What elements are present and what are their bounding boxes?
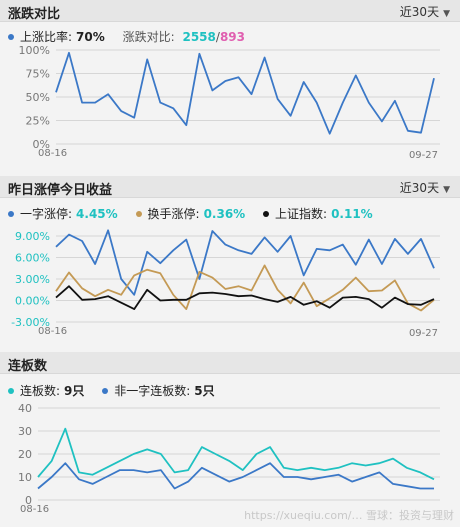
panel3-header: 连板数 xyxy=(0,352,460,374)
y-tick-label: 10 xyxy=(18,471,32,484)
legend-value: 9只 xyxy=(64,384,85,398)
series-dot-icon xyxy=(263,210,270,217)
legend-up-count: 2558 xyxy=(182,30,216,44)
legend-item-updown: 涨跌对比: 2558/893 xyxy=(123,28,245,45)
series-line xyxy=(37,427,435,481)
panel2-title: 昨日涨停今日收益 xyxy=(8,183,113,198)
series-line xyxy=(55,285,435,310)
x-tick-label: 09-27 xyxy=(409,328,438,339)
panel3-legend: 连板数: 9只 非一字连板数: 5只 xyxy=(8,382,229,399)
legend-down-count: 893 xyxy=(219,30,245,44)
chevron-down-icon: ▼ xyxy=(443,185,450,195)
chevron-down-icon: ▼ xyxy=(443,9,450,19)
y-tick-label: 50% xyxy=(26,91,50,104)
x-tick-label: 08-16 xyxy=(20,504,49,515)
panel1-range-label: 近30天 xyxy=(399,5,440,19)
y-tick-label: 9.00% xyxy=(15,230,50,243)
y-tick-label: 30 xyxy=(18,425,32,438)
legend-item-feiyizi: 非一字连板数: 5只 xyxy=(102,382,215,399)
legend-label: 非一字连板数: xyxy=(114,384,191,398)
series-line xyxy=(55,51,435,135)
x-tick-label: 08-16 xyxy=(38,326,67,337)
legend-label: 连板数: xyxy=(20,384,61,398)
panel2-range-label: 近30天 xyxy=(399,181,440,195)
series-line xyxy=(55,229,435,296)
legend-item-lianban: 连板数: 9只 xyxy=(8,382,84,399)
panel1-title: 涨跌对比 xyxy=(8,7,61,22)
y-tick-label: 0.00% xyxy=(15,295,50,308)
legend-value: 5只 xyxy=(194,384,215,398)
series-dot-icon xyxy=(8,210,14,217)
legend-item-up-ratio: 上涨比率: 70% xyxy=(8,28,105,45)
legend-value: 70% xyxy=(76,30,105,44)
panel1-legend: 上涨比率: 70% 涨跌对比: 2558/893 xyxy=(8,28,259,45)
y-tick-label: 0% xyxy=(33,138,50,151)
y-tick-label: -3.00% xyxy=(11,316,50,329)
watermark: https://xueqiu.com/… 雪球：投资与理财 xyxy=(244,509,454,522)
y-tick-label: 25% xyxy=(26,115,50,128)
updown-ratio-chart: 0% 25% 50% 75% 100% 08-16 09-27 xyxy=(19,44,440,161)
panel3-title: 连板数 xyxy=(8,359,48,374)
series-dot-icon xyxy=(8,387,14,394)
legend-item-huanshou: 换手涨停: 0.36% xyxy=(135,205,246,222)
legend-value: 0.36% xyxy=(203,207,246,221)
series-dot-icon xyxy=(135,210,142,217)
legend-value: 0.11% xyxy=(331,207,373,221)
legend-label: 涨跌对比: xyxy=(122,30,175,44)
limit-up-return-chart: -3.00% 0.00% 3.00% 6.00% 9.00% 08-16 09-27 xyxy=(11,229,440,339)
series-line xyxy=(37,462,434,490)
legend-label: 上证指数: xyxy=(275,207,328,221)
y-tick-label: 3.00% xyxy=(15,273,50,286)
legend-label: 上涨比率: xyxy=(20,30,73,44)
panel2-range-select[interactable]: 近30天 ▼ xyxy=(400,179,450,196)
series-dot-icon xyxy=(8,33,14,40)
y-tick-label: 75% xyxy=(26,68,50,81)
panel1-range-select[interactable]: 近30天 ▼ xyxy=(400,3,450,20)
series-dot-icon xyxy=(102,387,109,394)
y-tick-label: 20 xyxy=(18,448,32,461)
x-tick-label: 08-16 xyxy=(38,148,67,159)
series-line xyxy=(55,264,435,312)
legend-item-yizi: 一字涨停: 4.45% xyxy=(8,205,118,222)
y-tick-label: 0 xyxy=(25,494,32,507)
legend-label: 换手涨停: xyxy=(147,207,200,221)
legend-label: 一字涨停: xyxy=(20,207,73,221)
panel2-header: 昨日涨停今日收益 近30天 ▼ xyxy=(0,176,460,198)
y-tick-label: 100% xyxy=(19,44,50,57)
y-tick-label: 40 xyxy=(18,402,32,415)
panel1-header: 涨跌对比 近30天 ▼ xyxy=(0,0,460,22)
panel2-legend: 一字涨停: 4.45% 换手涨停: 0.36% 上证指数: 0.11% xyxy=(8,205,387,222)
y-tick-label: 6.00% xyxy=(15,252,50,265)
legend-value: 4.45% xyxy=(76,207,118,221)
legend-item-shzs: 上证指数: 0.11% xyxy=(263,205,373,222)
x-tick-label: 09-27 xyxy=(409,150,438,161)
legend-sep: / xyxy=(215,30,220,44)
consecutive-board-chart: 0 10 20 30 40 08-16 xyxy=(18,402,440,515)
